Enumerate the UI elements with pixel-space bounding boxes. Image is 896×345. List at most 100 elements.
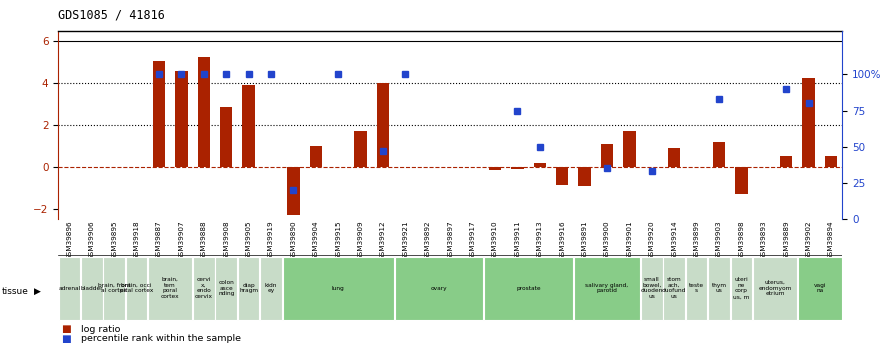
Bar [736,167,747,194]
Text: GDS1085 / 41816: GDS1085 / 41816 [58,9,165,22]
Bar [797,257,842,320]
Bar [556,167,568,185]
Text: GSM39905: GSM39905 [246,221,252,260]
Bar [641,257,662,320]
Bar [708,257,729,320]
Text: brain, occi
pital cortex: brain, occi pital cortex [120,283,153,294]
Bar [237,257,260,320]
Text: GSM39915: GSM39915 [335,221,341,260]
Bar [355,131,366,167]
Bar [193,257,214,320]
Text: GSM39907: GSM39907 [178,221,185,260]
Bar [103,257,125,320]
Bar [686,257,708,320]
Bar [780,156,792,167]
Text: ▶: ▶ [34,287,41,296]
Text: GSM39918: GSM39918 [134,221,140,260]
Text: GSM39892: GSM39892 [425,221,431,260]
Text: GSM39889: GSM39889 [783,221,789,260]
Text: log ratio: log ratio [81,325,120,334]
Text: cervi
x,
endo
cervix: cervi x, endo cervix [194,277,213,299]
Bar [803,78,814,167]
Bar [149,257,192,320]
Text: bladder: bladder [81,286,103,290]
Bar [489,167,501,170]
Bar [377,83,389,167]
Bar [668,148,680,167]
Bar [215,257,237,320]
Text: GSM39899: GSM39899 [694,221,700,260]
Text: GSM39893: GSM39893 [761,221,767,260]
Text: GSM39917: GSM39917 [470,221,476,260]
Text: GSM39896: GSM39896 [66,221,73,260]
Bar [176,71,187,167]
Bar [282,257,394,320]
Bar [601,144,613,167]
Text: GSM39891: GSM39891 [582,221,588,260]
Text: ovary: ovary [431,286,447,290]
Text: GSM39890: GSM39890 [290,221,297,260]
Bar [825,156,837,167]
Text: percentile rank within the sample: percentile rank within the sample [81,334,241,343]
Text: kidn
ey: kidn ey [265,283,277,294]
Text: colon
asce
nding: colon asce nding [218,280,235,296]
Bar [573,257,640,320]
Text: prostate: prostate [516,286,541,290]
Text: GSM39887: GSM39887 [156,221,162,260]
Text: GSM39919: GSM39919 [268,221,274,260]
Text: diap
hragm: diap hragm [239,283,258,294]
Text: uteri
ne
corp
us, m: uteri ne corp us, m [733,277,750,299]
Text: GSM39910: GSM39910 [492,221,498,260]
Bar [288,167,299,215]
Text: GSM39902: GSM39902 [806,221,812,260]
Text: GSM39903: GSM39903 [716,221,722,260]
Text: brain,
tem
poral
cortex: brain, tem poral cortex [161,277,179,299]
Text: GSM39906: GSM39906 [89,221,95,260]
Text: ■: ■ [61,324,71,334]
Bar [81,257,102,320]
Bar [624,131,635,167]
Text: GSM39897: GSM39897 [447,221,453,260]
Bar [394,257,484,320]
Bar [310,146,322,167]
Text: thym
us: thym us [711,283,727,294]
Text: GSM39894: GSM39894 [828,221,834,260]
Text: vagi
na: vagi na [814,283,826,294]
Text: teste
s: teste s [689,283,704,294]
Text: GSM39900: GSM39900 [604,221,610,260]
Text: GSM39920: GSM39920 [649,221,655,260]
Bar [534,162,546,167]
Text: GSM39912: GSM39912 [380,221,386,260]
Bar [153,61,165,167]
Text: GSM39911: GSM39911 [514,221,521,260]
Text: GSM39916: GSM39916 [559,221,565,260]
Text: GSM39914: GSM39914 [671,221,677,260]
Bar [125,257,147,320]
Bar [220,107,232,167]
Text: GSM39895: GSM39895 [111,221,117,260]
Bar [512,167,523,169]
Bar [713,142,725,167]
Text: GSM39908: GSM39908 [223,221,229,260]
Text: stom
ach,
duofund
us: stom ach, duofund us [662,277,686,299]
Bar [59,257,81,320]
Text: tissue: tissue [2,287,29,296]
Text: uterus,
endomyom
etrium: uterus, endomyom etrium [758,280,792,296]
Text: GSM39901: GSM39901 [626,221,633,260]
Text: small
bowel,
duoden
us: small bowel, duoden us [641,277,663,299]
Text: GSM39888: GSM39888 [201,221,207,260]
Text: GSM39913: GSM39913 [537,221,543,260]
Text: adrenal: adrenal [58,286,81,290]
Text: salivary gland,
parotid: salivary gland, parotid [585,283,629,294]
Text: lung: lung [332,286,345,290]
Text: brain, front
al cortex: brain, front al cortex [98,283,131,294]
Bar [663,257,685,320]
Text: ■: ■ [61,334,71,344]
Bar [198,57,210,167]
Text: GSM39921: GSM39921 [402,221,409,260]
Bar [753,257,797,320]
Text: GSM39904: GSM39904 [313,221,319,260]
Bar [260,257,281,320]
Bar [730,257,752,320]
Bar [484,257,573,320]
